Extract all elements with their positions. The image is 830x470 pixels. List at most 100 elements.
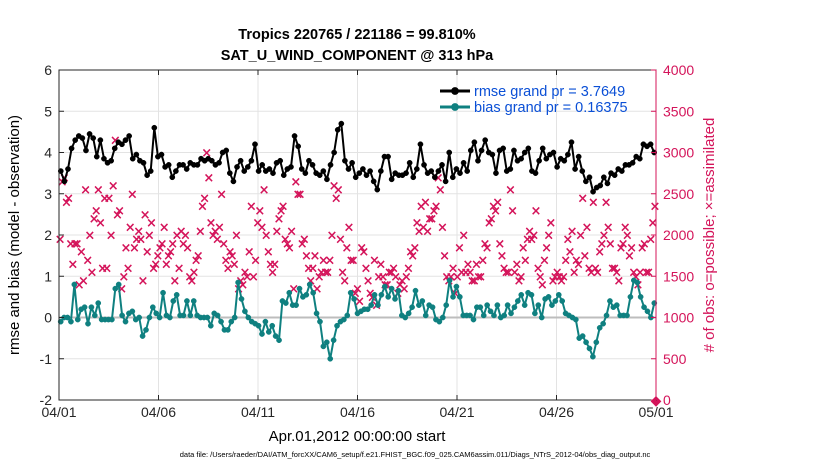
data-point-rmse (151, 124, 158, 131)
data-point-rmse (352, 174, 359, 181)
data-point-rmse (331, 149, 337, 156)
obs-assimilated-marker: × (93, 183, 104, 198)
data-point-bias (607, 298, 613, 304)
obs-assimilated-marker: × (511, 257, 522, 272)
obs-assimilated-marker: × (227, 249, 238, 264)
y-tick-label-right: 2500 (663, 186, 694, 202)
data-point-rmse (583, 178, 589, 185)
data-point-bias (204, 314, 211, 321)
obs-assimilated-marker: × (74, 278, 85, 293)
obs-assimilated-marker: × (528, 229, 539, 244)
data-point-bias (412, 287, 419, 294)
obs-assimilated-marker: × (535, 270, 546, 285)
obs-assimilated-marker: × (405, 245, 416, 260)
obs-assimilated-marker: × (239, 266, 250, 281)
data-point-rmse (374, 186, 381, 193)
data-point-bias (364, 306, 371, 313)
data-point-bias (409, 304, 415, 311)
obs-assimilated-marker: × (426, 212, 437, 227)
data-point-bias (634, 279, 641, 286)
x-tick-label: 04/21 (439, 404, 474, 420)
data-point-bias (518, 291, 525, 298)
data-point-bias (160, 289, 166, 296)
data-point-rmse (165, 162, 172, 168)
obs-assimilated-marker: × (278, 200, 289, 215)
data-point-bias (347, 289, 354, 296)
obs-assimilated-marker: × (460, 266, 471, 281)
data-point-rmse (86, 131, 93, 137)
obs-assimilated-marker: × (286, 224, 297, 239)
data-point-rmse (230, 178, 237, 185)
obs-assimilated-marker: × (133, 224, 144, 239)
obs-assimilated-marker: × (246, 200, 257, 215)
data-point-rmse (119, 141, 125, 148)
obs-assimilated-marker: × (429, 204, 440, 219)
data-point-rmse (291, 133, 298, 139)
obs-assimilated-marker: × (299, 233, 310, 248)
obs-assimilated-marker: × (171, 229, 182, 244)
obs-assimilated-marker: × (465, 266, 476, 281)
data-point-bias (579, 333, 586, 339)
obs-assimilated-marker: × (567, 224, 578, 239)
obs-assimilated-marker: × (490, 204, 501, 219)
data-point-rmse (302, 170, 309, 176)
obs-assimilated-marker: × (273, 212, 284, 227)
obs-assimilated-marker: × (431, 200, 442, 215)
data-point-rmse (345, 166, 352, 172)
data-point-rmse (83, 147, 89, 154)
data-point-rmse (629, 159, 636, 166)
legend-rmse-label: rmse grand pr = 3.7649 (474, 84, 625, 100)
data-point-bias (235, 279, 241, 286)
y-tick-label-left: 0 (44, 310, 52, 326)
obs-assimilated-marker: × (271, 224, 282, 239)
obs-assimilated-marker: × (588, 196, 599, 211)
data-point-rmse (388, 176, 395, 183)
obs-assimilated-marker: × (99, 191, 110, 206)
data-point-rmse (270, 170, 276, 176)
data-point-rmse (489, 151, 496, 158)
data-point-bias (552, 298, 559, 304)
obs-assimilated-marker: × (358, 245, 369, 260)
obs-assimilated-marker: × (55, 233, 66, 248)
obs-assimilated-marker: × (116, 282, 127, 297)
obs-assimilated-marker: × (120, 241, 131, 256)
x-tick-label: 04/06 (141, 404, 176, 420)
obs-assimilated-marker: × (477, 253, 488, 268)
obs-assimilated-marker: × (482, 241, 493, 256)
obs-assimilated-marker: × (182, 241, 193, 256)
obs-assimilated-marker: × (422, 224, 433, 239)
obs-assimilated-marker: × (409, 241, 420, 256)
data-point-rmse (467, 147, 474, 154)
data-point-bias (637, 294, 644, 300)
data-point-bias (627, 294, 634, 300)
data-point-rmse (140, 159, 147, 166)
obs-assimilated-marker: × (148, 262, 159, 277)
y-tick-label-right: 3500 (663, 103, 694, 119)
data-point-bias (225, 327, 231, 333)
obs-assimilated-marker: × (615, 241, 626, 256)
data-point-bias (323, 339, 330, 346)
obs-assimilated-marker: × (193, 249, 204, 264)
data-point-bias (293, 302, 299, 308)
obs-assimilated-marker: × (575, 229, 586, 244)
data-point-rmse (342, 157, 348, 164)
obs-assimilated-marker: × (435, 183, 446, 198)
obs-assimilated-marker: × (161, 257, 172, 272)
data-point-bias (156, 314, 163, 321)
data-point-bias (68, 318, 74, 325)
data-point-bias (64, 314, 71, 321)
obs-assimilated-marker: × (424, 212, 435, 227)
obs-assimilated-marker: × (556, 274, 567, 289)
data-point-rmse (543, 155, 550, 162)
data-point-bias (501, 312, 508, 319)
data-point-bias (184, 298, 190, 304)
data-point-bias (143, 327, 149, 333)
obs-assimilated-marker: × (539, 253, 550, 268)
data-point-bias (259, 331, 265, 337)
data-point-rmse (280, 172, 287, 179)
data-point-rmse (180, 162, 186, 168)
obs-assimilated-marker: × (108, 179, 119, 194)
data-point-bias (419, 298, 426, 304)
data-point-bias (310, 289, 317, 296)
obs-assimilated-marker: × (216, 187, 227, 202)
